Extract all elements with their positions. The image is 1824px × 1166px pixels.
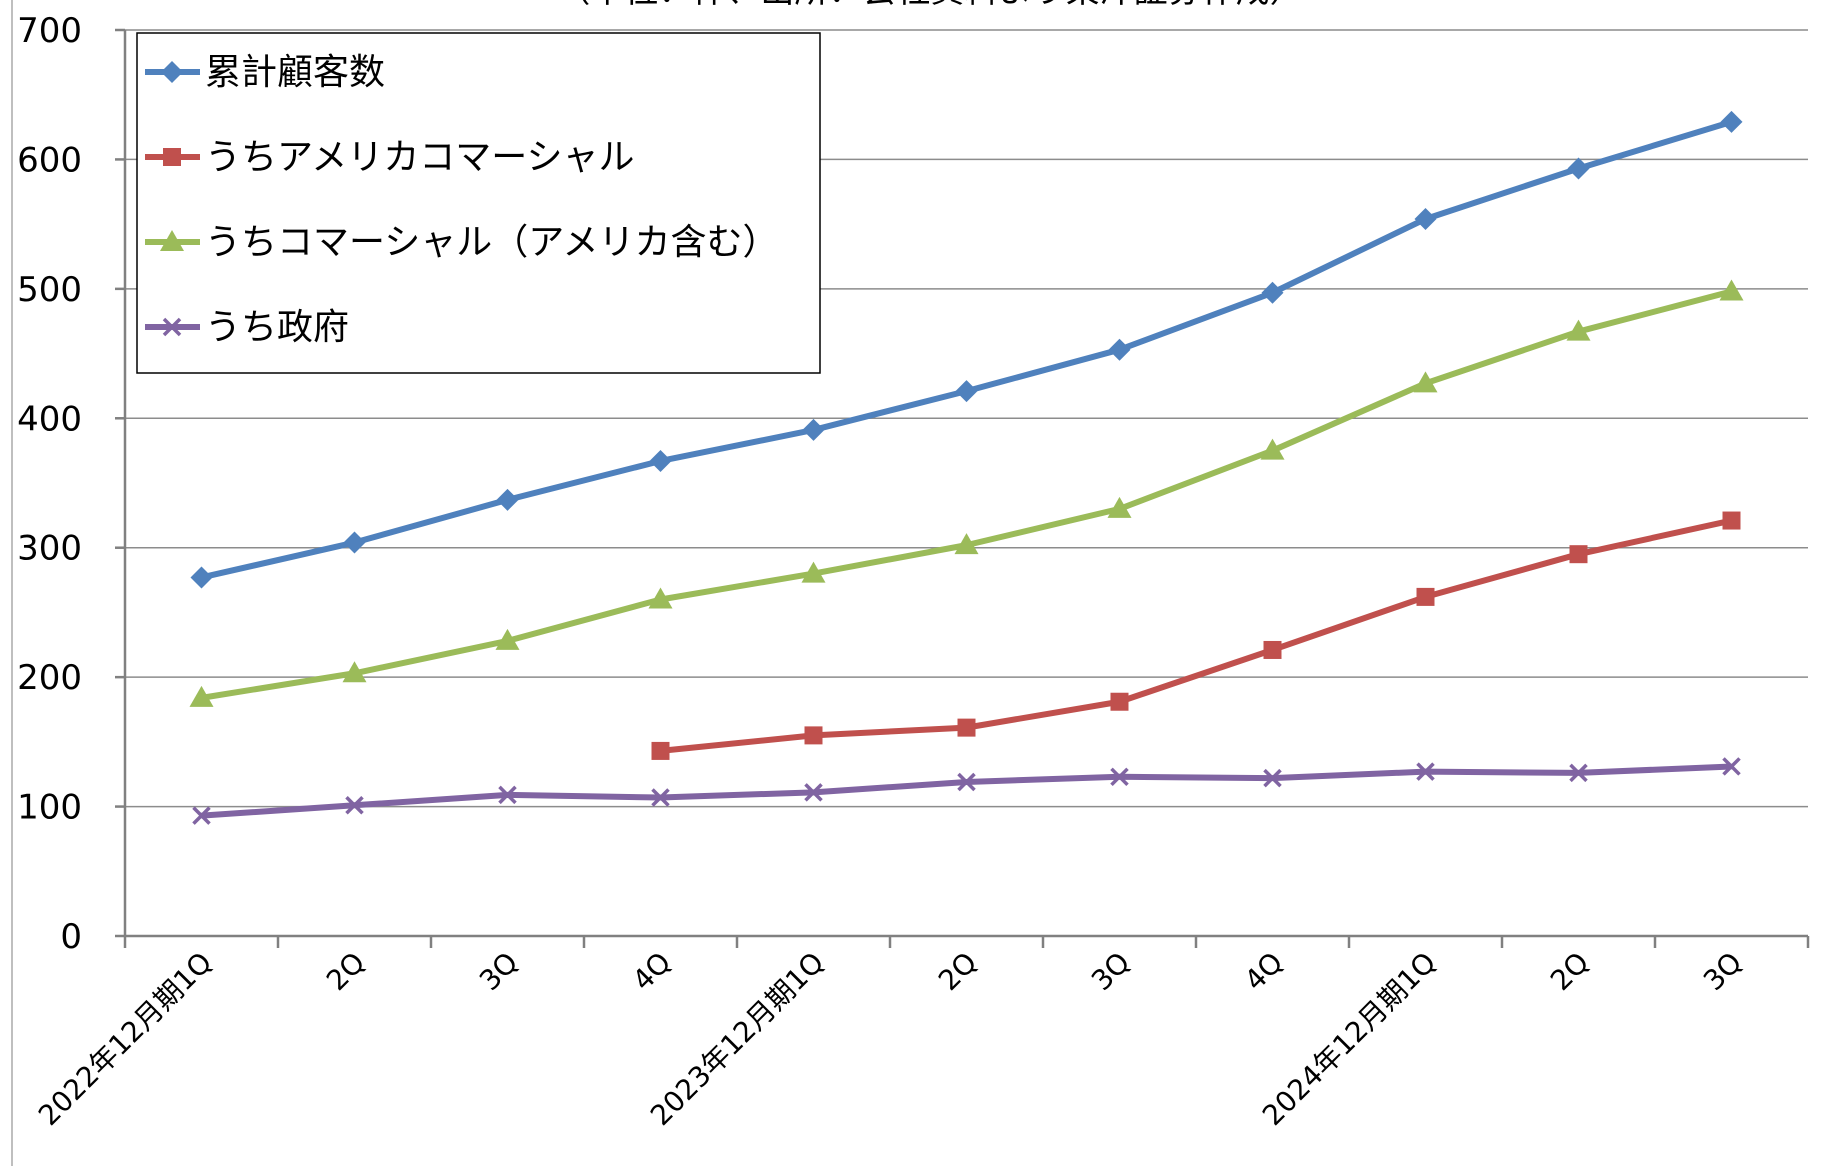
data-point (1567, 157, 1590, 180)
legend-label: 累計顧客数 (205, 52, 385, 93)
data-point (957, 772, 976, 792)
data-point (804, 726, 823, 745)
x-tick-label: 2022年12月期1Q (32, 946, 218, 1132)
x-tick-label: 2Q (320, 946, 372, 998)
data-point (1720, 110, 1743, 133)
data-point (651, 741, 670, 760)
legend-label: うち政府 (205, 307, 349, 348)
x-tick-label: 4Q (626, 946, 678, 998)
series-line (201, 763, 1732, 819)
data-point (649, 449, 672, 472)
data-point (345, 796, 364, 815)
data-point (1719, 279, 1744, 301)
data-point (954, 533, 979, 555)
data-point (1569, 763, 1588, 783)
series-4 (192, 757, 1741, 825)
data-point (1108, 338, 1131, 361)
data-point (804, 783, 823, 802)
x-tick-label: 2Q (932, 946, 984, 998)
series-layer (189, 110, 1744, 825)
y-tick-label: 0 (60, 917, 82, 957)
data-point (1263, 640, 1282, 659)
data-point (802, 418, 825, 441)
data-point (190, 566, 213, 589)
y-tick-label: 300 (17, 529, 82, 569)
legend-marker (163, 148, 181, 166)
data-point (192, 806, 211, 825)
data-point (1261, 281, 1284, 304)
legend-label: うちコマーシャル（アメリカ含む） (205, 222, 778, 263)
series-3 (189, 279, 1744, 707)
chart-subtitle: （単位：件、出所：会社資料より東洋証券作成） (556, 0, 1303, 11)
data-point (648, 587, 673, 609)
data-point (1566, 319, 1591, 341)
y-tick-label: 700 (17, 11, 82, 51)
data-point (955, 380, 978, 403)
data-point (1722, 757, 1741, 776)
y-axis-ticks: 0 100 200 300 400 500 600 700 (17, 11, 125, 957)
data-point (957, 718, 976, 737)
legend-marker (160, 230, 184, 251)
legend-label: うちアメリカコマーシャル (205, 137, 634, 178)
y-tick-label: 400 (17, 399, 82, 439)
data-point (1722, 511, 1741, 530)
data-point (189, 685, 214, 707)
data-point (1416, 587, 1435, 606)
series-line (660, 517, 1733, 754)
x-tick-label: 3Q (1085, 946, 1137, 998)
data-point (651, 788, 670, 807)
data-point (1107, 496, 1132, 518)
data-point (498, 785, 517, 805)
axes (11, 0, 1808, 1166)
data-point (495, 628, 520, 650)
y-tick-label: 200 (17, 658, 82, 698)
data-point (801, 561, 826, 583)
data-point (1110, 767, 1129, 787)
data-point (496, 488, 519, 511)
x-tick-label: 2Q (1544, 946, 1596, 998)
data-point (342, 661, 367, 683)
legend-box (136, 32, 821, 374)
legend-marker (162, 317, 182, 337)
legend-marker (161, 61, 183, 83)
data-point (1110, 692, 1129, 711)
data-point (1413, 371, 1438, 393)
data-point (1414, 207, 1437, 230)
x-tick-label: 3Q (473, 946, 525, 998)
data-point (1263, 768, 1282, 788)
y-tick-label: 600 (17, 140, 82, 180)
data-point (1260, 438, 1285, 460)
data-point (1569, 545, 1588, 564)
x-tick-label: 4Q (1238, 946, 1290, 998)
data-point (1416, 762, 1435, 781)
x-tick-label: 3Q (1697, 946, 1749, 998)
y-tick-label: 500 (17, 270, 82, 310)
data-point (343, 531, 366, 554)
series-2 (651, 511, 1741, 760)
series-1 (190, 110, 1743, 589)
y-tick-label: 100 (17, 788, 82, 828)
